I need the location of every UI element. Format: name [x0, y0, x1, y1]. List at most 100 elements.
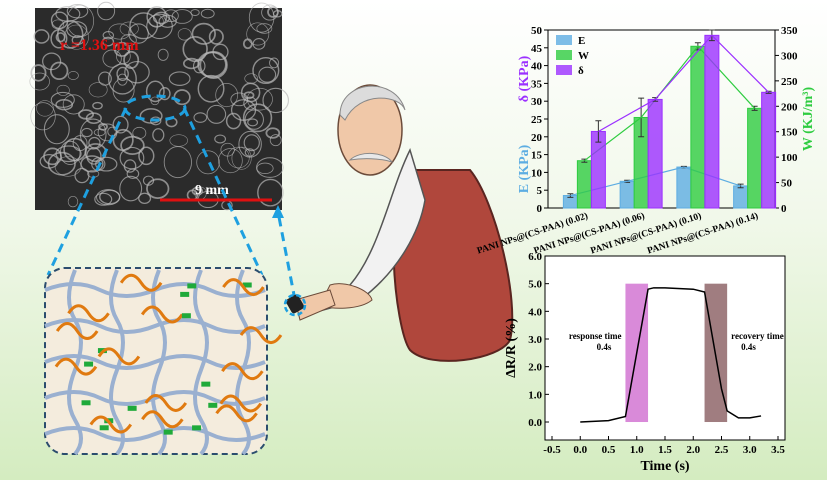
sem-pore — [225, 112, 242, 130]
sem-pore — [67, 195, 79, 208]
y-axis-label: E (KPa) — [517, 144, 532, 193]
y-tick-label: 35 — [531, 78, 543, 90]
sem-pore — [94, 192, 113, 206]
sem-pore — [256, 157, 284, 178]
sem-pore — [248, 2, 275, 33]
sem-pore — [62, 94, 85, 115]
sem-pore — [243, 91, 255, 100]
sem-pore — [67, 71, 79, 80]
ion — [208, 402, 218, 408]
y-tick-label: 1.0 — [528, 389, 542, 401]
y2-tick-label: 0 — [781, 203, 787, 215]
sem-pore — [47, 151, 76, 176]
ion — [99, 425, 109, 431]
sem-pore — [197, 51, 227, 78]
sem-pore — [79, 118, 107, 150]
x-tick-label: 1.0 — [630, 444, 644, 456]
zoom-lines — [46, 94, 297, 301]
sem-pore — [55, 32, 66, 43]
sem-pore — [238, 130, 262, 158]
y2-tick-label: 200 — [781, 101, 798, 113]
sem-pore — [112, 115, 129, 134]
sem-pore — [246, 22, 270, 46]
y2-tick-label: 100 — [781, 152, 798, 164]
sem-pore — [173, 89, 191, 106]
y-axis-label: ΔR/R (%) — [504, 318, 519, 378]
sem-pore — [80, 155, 104, 173]
sem-pore — [142, 175, 155, 186]
chain-blue — [44, 426, 266, 442]
ion — [84, 361, 94, 367]
sem-frame — [35, 8, 282, 210]
chain-orange — [141, 410, 184, 429]
sem-pore — [168, 71, 191, 86]
y-tick-label: 25 — [531, 114, 543, 126]
sem-pore — [123, 50, 140, 70]
sem-pore — [206, 104, 227, 124]
chain-orange — [55, 322, 99, 341]
sem-pore — [117, 73, 128, 86]
sem-pore — [101, 36, 115, 47]
y-tick-label: 30 — [531, 96, 543, 108]
sem-pore — [163, 146, 192, 179]
sem-pore — [39, 154, 59, 169]
legend-label: δ — [578, 65, 584, 77]
sem-pore — [98, 71, 112, 86]
x-tick-label: 1.5 — [658, 444, 672, 456]
y-tick-label: 5 — [537, 185, 543, 197]
sem-pore — [252, 56, 280, 85]
ion — [180, 291, 190, 297]
y2-tick-label: 300 — [781, 50, 798, 62]
sem-pore — [128, 23, 149, 44]
ion — [201, 381, 211, 387]
sem-pore — [88, 82, 108, 98]
sem-pore — [55, 6, 81, 22]
plot-frame — [544, 255, 786, 441]
trend-line — [598, 34, 770, 132]
y-tick-label: 2.0 — [528, 362, 542, 374]
sem-pore — [29, 72, 50, 91]
chain-orange — [67, 304, 110, 323]
chain-orange — [222, 278, 265, 297]
sem-pore — [112, 128, 134, 152]
y-tick-label: 45 — [531, 43, 543, 55]
trend-line — [584, 45, 756, 162]
line — [580, 287, 762, 423]
sem-pore — [132, 126, 147, 140]
legend-label: E — [578, 35, 585, 47]
sem-pore — [56, 84, 70, 96]
sem-pore — [261, 4, 279, 21]
x-tick-label: 3.0 — [743, 444, 757, 456]
bar — [647, 98, 663, 209]
sem-pore — [42, 52, 62, 71]
sem-pore — [50, 91, 75, 108]
sem-pore — [242, 103, 273, 133]
sem-pore — [96, 189, 121, 206]
sem-pore — [139, 108, 163, 124]
span-label: recovery time — [731, 331, 784, 341]
chain-orange — [219, 394, 263, 413]
y2-tick-label: 50 — [781, 178, 793, 190]
person-illustration — [283, 84, 514, 362]
chain-blue — [44, 390, 266, 406]
span-sublabel: 0.4s — [741, 342, 756, 352]
y-tick-label: 5.0 — [528, 279, 542, 291]
sem-pore — [208, 28, 224, 45]
bar — [761, 91, 777, 209]
sem-pore — [43, 114, 70, 145]
sem-pore — [244, 73, 259, 84]
y-tick-label: 40 — [531, 61, 543, 73]
sem-pore — [138, 146, 155, 166]
sem-radius-label: r =1.36 mm — [60, 37, 139, 54]
x-tick-label: 0.5 — [602, 444, 616, 456]
sem-pore — [258, 66, 277, 83]
y-tick-label: 0 — [537, 203, 543, 215]
legend-swatch — [556, 50, 572, 60]
chain-blue — [67, 269, 83, 456]
sem-pore — [30, 102, 56, 131]
span-sublabel: 0.4s — [597, 342, 612, 352]
ion — [81, 400, 91, 406]
sem-pore — [269, 134, 282, 147]
ion — [163, 429, 173, 435]
legend-swatch — [556, 65, 572, 75]
